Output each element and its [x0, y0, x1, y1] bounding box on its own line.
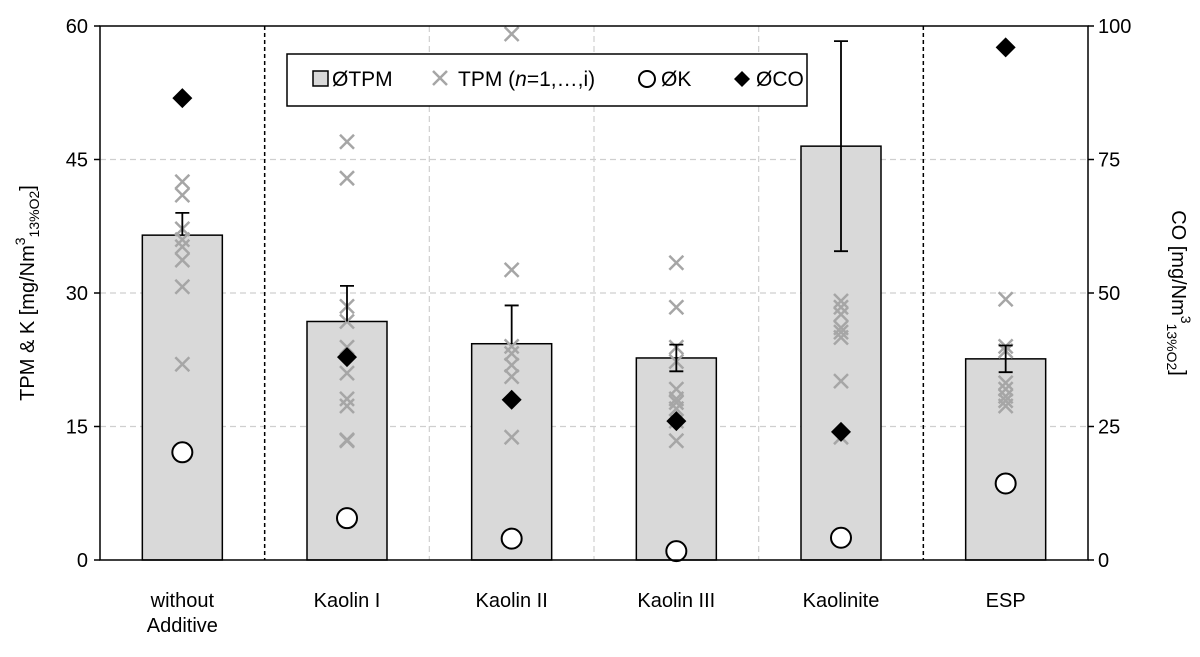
marker-avg-k [830, 526, 852, 549]
point-tpm-individual [833, 306, 849, 323]
marker-avg-co [995, 37, 1016, 58]
legend-box [286, 53, 808, 107]
y-axis-left-title: TPM & K [mg/Nm313%O2] [12, 185, 42, 401]
marker-avg-co [831, 421, 851, 442]
bar-avg-tpm [635, 357, 718, 561]
point-tpm-individual [174, 252, 191, 268]
point-tpm-individual [339, 391, 355, 407]
legend-circle-icon [638, 70, 656, 88]
point-tpm-individual [668, 254, 685, 271]
x-category-label: Kaolinite [803, 590, 880, 612]
y-right-tick-label: 50 [1098, 283, 1120, 305]
y-left-tick-label: 15 [66, 417, 88, 439]
point-tpm-individual [668, 394, 685, 411]
point-tpm-individual [833, 319, 849, 336]
legend-diamond-icon [734, 71, 750, 87]
point-tpm-individual [339, 398, 355, 414]
point-tpm-individual [997, 392, 1014, 409]
point-tpm-individual [503, 261, 520, 278]
point-tpm-individual [668, 381, 685, 398]
point-tpm-individual [339, 431, 355, 448]
x-category-label: Additive [147, 615, 218, 637]
legend-label-avg-co: ØCO [756, 68, 804, 91]
marker-layer [171, 37, 1017, 563]
legend-label-avg-k: ØK [661, 68, 691, 91]
marker-avg-k [665, 540, 688, 563]
legend-bar-swatch [312, 70, 329, 87]
x-category-label: Kaolin I [314, 590, 381, 612]
bar-avg-tpm [470, 342, 553, 561]
point-tpm-individual [997, 381, 1014, 398]
y-right-tick-label: 75 [1098, 150, 1120, 172]
point-tpm-individual [339, 365, 355, 381]
error-bar [669, 343, 684, 373]
point-tpm-individual [833, 299, 849, 316]
y-right-tick-label: 0 [1098, 550, 1109, 572]
tick-layer: 0 15 30 45 60 0 25 50 75 100 without Additive Kaolin… [66, 16, 1132, 637]
y-left-tick-label: 45 [66, 150, 88, 172]
y-right-tick-label: 100 [1098, 16, 1131, 38]
x-category-label: ESP [986, 590, 1026, 612]
point-tpm-individual [833, 324, 849, 341]
marker-avg-co [666, 411, 687, 432]
x-category-label: without [150, 590, 215, 612]
error-bar [998, 344, 1013, 374]
legend-label-tpm-individual: TPM (n=1,…,i) [458, 68, 595, 91]
point-tpm-individual [668, 299, 685, 316]
marker-avg-k [994, 472, 1017, 495]
point-tpm-individual [833, 373, 849, 389]
point-tpm-individual [503, 368, 520, 385]
marker-avg-co [501, 389, 522, 410]
marker-avg-k [171, 441, 194, 464]
error-bar [504, 304, 519, 344]
point-tpm-individual [339, 170, 355, 187]
y-axis-right-title: CO [mg/Nm313%O2] [1164, 210, 1194, 376]
point-tpm-individual [339, 133, 355, 150]
point-tpm-individual [997, 291, 1014, 308]
point-tpm-individual [174, 278, 191, 295]
y-left-tick-label: 60 [66, 16, 88, 38]
point-tpm-individual [503, 338, 520, 355]
marker-avg-k [336, 507, 358, 530]
x-category-label: Kaolin III [637, 590, 715, 612]
y-right-tick-label: 25 [1098, 417, 1120, 439]
point-tpm-individual [668, 432, 685, 449]
point-tpm-individual [503, 357, 520, 373]
legend-label-avg-tpm: ØTPM [332, 68, 393, 91]
marker-avg-co [337, 347, 357, 368]
bar-avg-tpm [141, 234, 224, 561]
y-left-tick-label: 30 [66, 283, 88, 305]
x-category-label: Kaolin II [476, 590, 548, 612]
point-tpm-individual [174, 173, 191, 190]
marker-avg-k [500, 527, 523, 550]
error-layer [175, 40, 1013, 374]
marker-avg-co [172, 88, 193, 109]
point-tpm-individual [174, 187, 191, 203]
point-tpm-individual [997, 388, 1014, 405]
bar-avg-tpm [964, 358, 1047, 561]
point-tpm-individual [503, 26, 520, 42]
error-bar [340, 284, 354, 322]
y-left-tick-label: 0 [77, 550, 88, 572]
point-tpm-individual [174, 356, 191, 373]
legend: ØTPM TPM (n=1,…,i) ØK ØCO [286, 53, 808, 107]
point-tpm-individual [503, 429, 520, 446]
grid-layer [100, 26, 1088, 560]
error-bar [175, 212, 190, 236]
point-tpm-individual [997, 375, 1014, 391]
error-bar [834, 40, 848, 253]
legend-cross-icon [432, 70, 448, 86]
point-tpm-individual [503, 345, 520, 362]
point-tpm-individual [833, 293, 849, 309]
point-tpm-individual [174, 238, 191, 255]
